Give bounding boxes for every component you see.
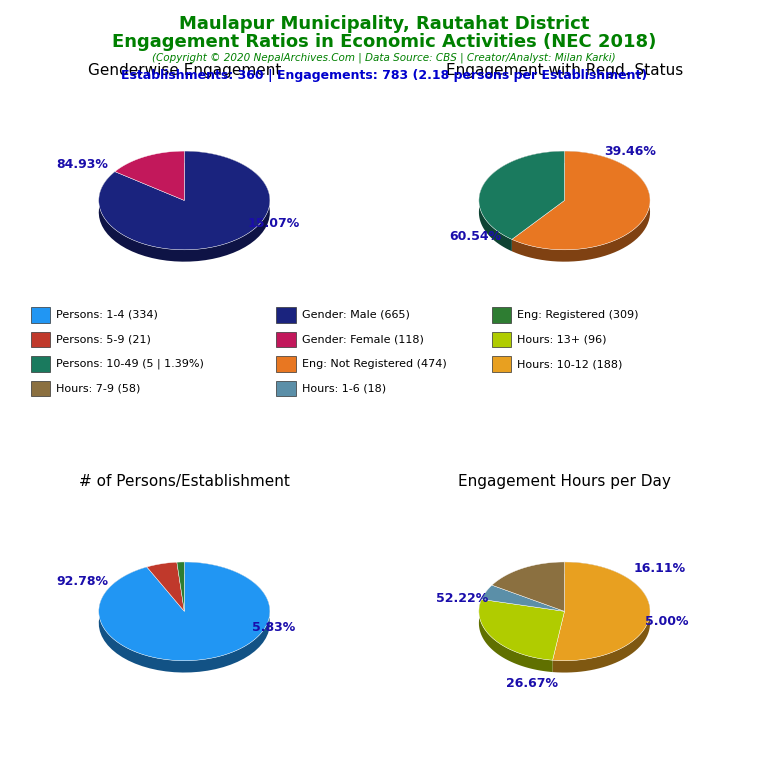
Text: Persons: 10-49 (5 | 1.39%): Persons: 10-49 (5 | 1.39%) bbox=[56, 359, 204, 369]
Text: 92.78%: 92.78% bbox=[56, 575, 108, 588]
Text: Hours: 10-12 (188): Hours: 10-12 (188) bbox=[517, 359, 622, 369]
Polygon shape bbox=[479, 599, 553, 672]
Text: 39.46%: 39.46% bbox=[604, 144, 656, 157]
Title: # of Persons/Establishment: # of Persons/Establishment bbox=[79, 474, 290, 489]
Text: 84.93%: 84.93% bbox=[56, 157, 108, 170]
Text: Gender: Male (665): Gender: Male (665) bbox=[302, 310, 409, 320]
Text: Engagement Ratios in Economic Activities (NEC 2018): Engagement Ratios in Economic Activities… bbox=[112, 33, 656, 51]
Polygon shape bbox=[99, 151, 270, 262]
Text: Persons: 5-9 (21): Persons: 5-9 (21) bbox=[56, 334, 151, 345]
Polygon shape bbox=[479, 599, 564, 660]
Polygon shape bbox=[492, 562, 564, 611]
Text: Gender: Female (118): Gender: Female (118) bbox=[302, 334, 424, 345]
Title: Engagement Hours per Day: Engagement Hours per Day bbox=[458, 474, 671, 489]
Text: 60.54%: 60.54% bbox=[449, 230, 502, 243]
Text: Eng: Registered (309): Eng: Registered (309) bbox=[517, 310, 638, 320]
Polygon shape bbox=[147, 562, 184, 611]
Text: Hours: 7-9 (58): Hours: 7-9 (58) bbox=[56, 383, 141, 394]
Text: Hours: 13+ (96): Hours: 13+ (96) bbox=[517, 334, 607, 345]
Text: (Copyright © 2020 NepalArchives.Com | Data Source: CBS | Creator/Analyst: Milan : (Copyright © 2020 NepalArchives.Com | Da… bbox=[152, 52, 616, 63]
Title: Engagement with Regd. Status: Engagement with Regd. Status bbox=[446, 63, 683, 78]
Text: 16.11%: 16.11% bbox=[634, 562, 686, 575]
Polygon shape bbox=[482, 585, 564, 611]
Text: 26.67%: 26.67% bbox=[505, 677, 558, 690]
Polygon shape bbox=[553, 562, 650, 660]
Polygon shape bbox=[99, 151, 270, 250]
Polygon shape bbox=[177, 562, 184, 611]
Title: Genderwise Engagement: Genderwise Engagement bbox=[88, 63, 281, 78]
Polygon shape bbox=[99, 562, 270, 660]
Polygon shape bbox=[115, 151, 184, 200]
Text: Hours: 1-6 (18): Hours: 1-6 (18) bbox=[302, 383, 386, 394]
Polygon shape bbox=[99, 562, 270, 673]
Text: 5.83%: 5.83% bbox=[252, 621, 295, 634]
Polygon shape bbox=[553, 562, 650, 673]
Text: Maulapur Municipality, Rautahat District: Maulapur Municipality, Rautahat District bbox=[179, 15, 589, 33]
Text: 5.00%: 5.00% bbox=[645, 614, 688, 627]
Text: Persons: 1-4 (334): Persons: 1-4 (334) bbox=[56, 310, 158, 320]
Text: Establishments: 360 | Engagements: 783 (2.18 persons per Establishment): Establishments: 360 | Engagements: 783 (… bbox=[121, 69, 647, 82]
Text: Eng: Not Registered (474): Eng: Not Registered (474) bbox=[302, 359, 446, 369]
Polygon shape bbox=[511, 151, 650, 262]
Polygon shape bbox=[511, 151, 650, 250]
Text: 15.07%: 15.07% bbox=[247, 217, 300, 230]
Text: 52.22%: 52.22% bbox=[436, 591, 488, 604]
Polygon shape bbox=[479, 151, 564, 251]
Polygon shape bbox=[479, 151, 564, 240]
